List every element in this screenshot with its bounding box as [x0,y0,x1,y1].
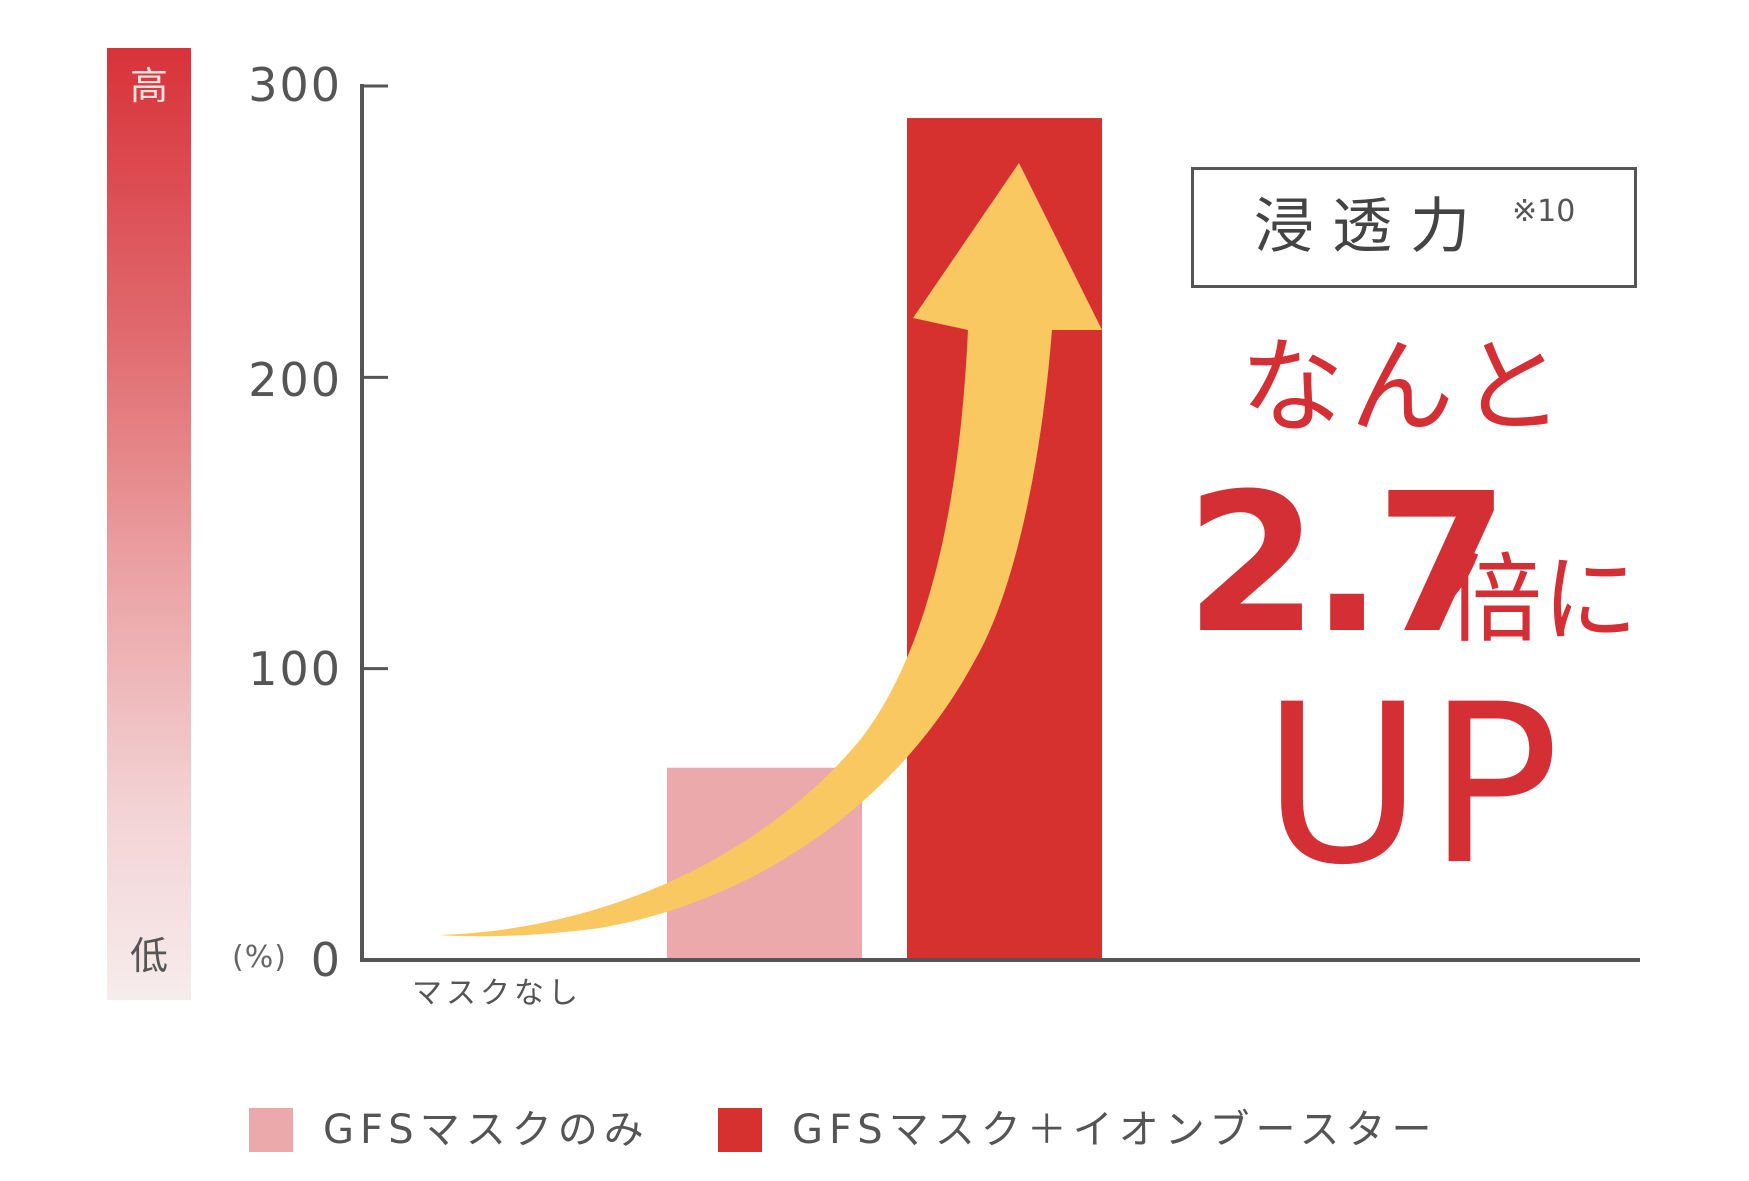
y-tick-0: 0 [310,933,342,987]
callout-line1: なんと [1240,326,1571,448]
legend-label-mask-booster: GFSマスク＋イオンブースター [792,1107,1438,1153]
growth-arrow-icon [439,163,1102,937]
y-tick-200: 200 [248,353,342,407]
callout-up: UP [1262,657,1564,913]
legend-item-mask-booster: GFSマスク＋イオンブースター [718,1107,1438,1153]
y-axis-unit-label: (%) [232,940,287,975]
footnote-marker: ※10 [1512,194,1576,229]
legend-swatch-mask-booster [718,1108,762,1152]
intensity-scale-bar: 高 低 [107,48,191,1000]
scale-low-label: 低 [129,934,168,978]
chart-title: 浸透力 [1254,192,1488,262]
legend-swatch-mask-only [249,1108,293,1152]
scale-high-label: 高 [129,64,168,108]
callout-multiplier: 2.7 [1185,453,1509,676]
callout-suffix: 倍に [1446,544,1638,656]
chart-title-box: 浸透力 ※10 [1191,167,1637,288]
x-category-no-mask: マスクなし [412,976,582,1011]
y-tick-300: 300 [248,58,342,112]
y-tick-marks [362,84,388,671]
legend-label-mask-only: GFSマスクのみ [323,1107,650,1153]
legend-item-mask-only: GFSマスクのみ [249,1107,650,1153]
y-tick-100: 100 [248,642,342,696]
